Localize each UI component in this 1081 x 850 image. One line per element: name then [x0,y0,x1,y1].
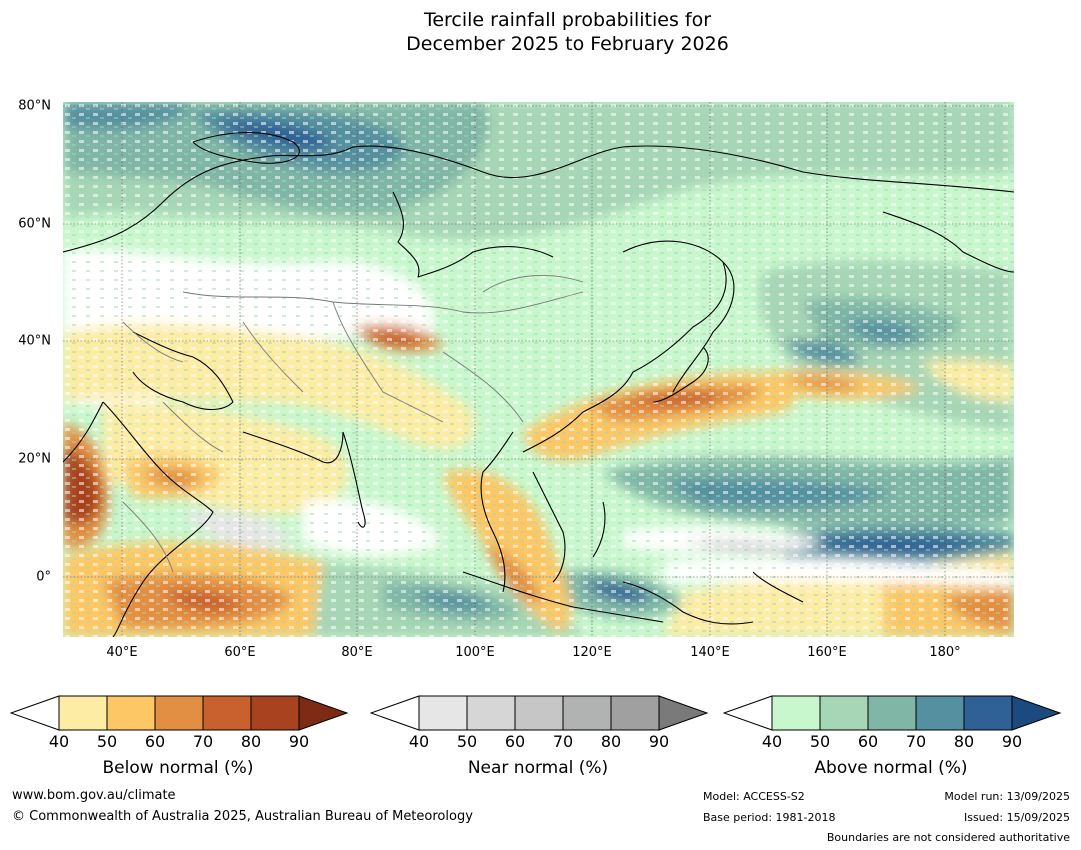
swatch-near-50 [466,695,516,731]
lat-label-0: 0° [36,569,51,585]
swatch-below-90 [298,695,349,731]
lon-label-160e: 160°E [807,645,847,660]
website-link[interactable]: www.bom.gov.au/climate [12,788,176,803]
lat-label-20n: 20°N [18,451,51,467]
lon-label-100e: 100°E [455,645,495,660]
swatch-near-70 [562,695,612,731]
lon-label-40e: 40°E [106,645,138,660]
swatch-above-50 [819,695,869,731]
tick-above-40: 40 [761,732,783,751]
tick-below-40: 40 [48,732,70,751]
tick-near-80: 80 [600,732,622,751]
swatch-near-80 [610,695,660,731]
tick-near-50: 50 [456,732,478,751]
lon-label-140e: 140°E [690,645,730,660]
swatch-near-60 [514,695,564,731]
lon-label-80e: 80°E [341,645,373,660]
tick-below-80: 80 [240,732,262,751]
swatch-below-60 [154,695,204,731]
tick-above-60: 60 [857,732,879,751]
swatch-below-50 [106,695,156,731]
swatch-near-40 [418,695,468,731]
lon-label-180: 180° [929,645,961,660]
map-gridlines [63,102,1014,637]
lon-label-120e: 120°E [572,645,612,660]
map-title: Tercile rainfall probabilities for Decem… [0,8,1081,56]
swatch-above-40 [771,695,821,731]
swatch-above-90 [1011,695,1062,731]
colorbar-below-normal [10,695,349,731]
base-period: Base period: 1981-2018 [703,811,836,824]
tick-above-80: 80 [953,732,975,751]
tick-above-50: 50 [809,732,831,751]
swatch-above-60 [867,695,917,731]
tick-near-90: 90 [648,732,670,751]
swatch-below-40 [58,695,108,731]
tick-below-60: 60 [144,732,166,751]
tick-below-70: 70 [192,732,214,751]
tick-below-50: 50 [96,732,118,751]
probability-map [62,102,1015,638]
tick-near-40: 40 [408,732,430,751]
swatch-near-90 [658,695,709,731]
tick-near-70: 70 [552,732,574,751]
colorbar-title-above: Above normal (%) [814,758,968,778]
model-run-date: Model run: 13/09/2025 [944,790,1070,803]
map-svg [62,102,1015,638]
lat-label-40n: 40°N [18,333,51,349]
tick-above-90: 90 [1001,732,1023,751]
colorbar-title-near: Near normal (%) [467,758,609,778]
lat-label-60n: 60°N [18,216,51,232]
title-line-2: December 2025 to February 2026 [406,33,729,55]
title-line-1: Tercile rainfall probabilities for [423,9,712,31]
swatch-below-80 [250,695,300,731]
model-name: Model: ACCESS-S2 [703,790,805,803]
copyright-text: © Commonwealth of Australia 2025, Austra… [12,809,473,824]
lon-label-60e: 60°E [224,645,256,660]
swatch-above-70 [915,695,965,731]
colorbar-above-normal [723,695,1062,731]
boundaries-disclaimer: Boundaries are not considered authoritat… [826,831,1070,844]
colorbar-title-below: Below normal (%) [102,758,254,778]
tick-above-70: 70 [905,732,927,751]
swatch-below-70 [202,695,252,731]
lat-label-80n: 80°N [18,98,51,114]
coastlines [62,131,1015,638]
colorbar-near-normal [370,695,709,731]
country-borders [122,275,584,573]
map-texture [63,102,1014,637]
tick-below-90: 90 [288,732,310,751]
swatch-above-80 [963,695,1013,731]
issued-date: Issued: 15/09/2025 [963,811,1070,824]
tick-near-60: 60 [504,732,526,751]
